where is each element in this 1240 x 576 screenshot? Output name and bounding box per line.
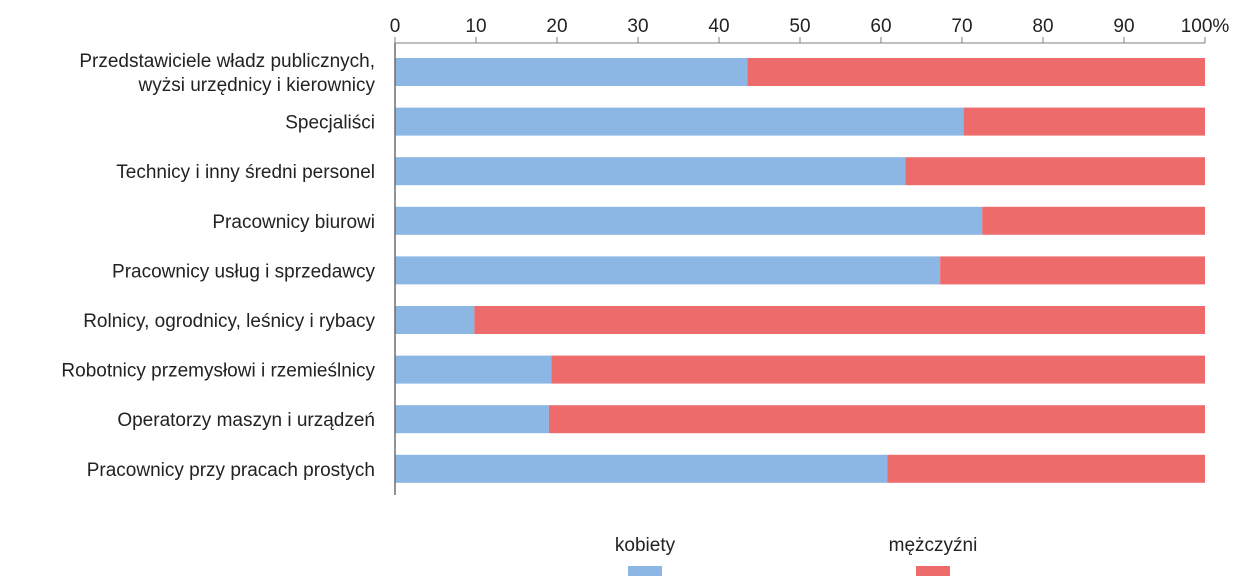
x-tick-label-1: 10 bbox=[465, 16, 486, 37]
bar-kobiety-1 bbox=[395, 107, 964, 136]
category-label-6: Robotnicy przemysłowi i rzemieślnicy bbox=[61, 361, 375, 382]
bar-kobiety-4 bbox=[395, 256, 941, 285]
bars-layer bbox=[395, 58, 1205, 483]
category-label-line: wyżsi urzędnicy i kierownicy bbox=[137, 75, 375, 96]
category-label-8: Pracownicy przy pracach prostych bbox=[87, 460, 375, 481]
bar-kobiety-5 bbox=[395, 306, 475, 334]
bar-kobiety-7 bbox=[395, 405, 549, 434]
x-tick-label-0: 0 bbox=[390, 16, 401, 37]
bar-mezczyzni-5 bbox=[474, 306, 1205, 334]
x-tick-label-3: 30 bbox=[627, 16, 648, 37]
x-tick-label-2: 20 bbox=[546, 16, 567, 37]
x-tick-label-7: 70 bbox=[951, 16, 972, 37]
category-label-1: Specjaliści bbox=[285, 113, 375, 134]
legend-label-0: kobiety bbox=[615, 535, 676, 556]
bar-kobiety-0 bbox=[395, 58, 748, 86]
legend-swatch-0 bbox=[628, 566, 662, 576]
bar-mezczyzni-7 bbox=[548, 405, 1205, 434]
x-tick-label-10: 100% bbox=[1181, 16, 1230, 37]
bar-kobiety-2 bbox=[395, 157, 906, 186]
category-label-3: Pracownicy biurowi bbox=[212, 212, 375, 233]
category-label-5: Rolnicy, ogrodnicy, leśnicy i rybacy bbox=[83, 311, 375, 332]
bar-kobiety-3 bbox=[395, 206, 983, 235]
bar-kobiety-6 bbox=[395, 355, 552, 384]
x-axis: 0 10 20 30 40 50 60 70 80 90 100% bbox=[390, 16, 1230, 495]
category-label-line: Specjaliści bbox=[285, 113, 375, 134]
legend-label-1: mężczyźni bbox=[889, 535, 978, 556]
bar-mezczyzni-8 bbox=[887, 454, 1205, 483]
bar-mezczyzni-2 bbox=[905, 157, 1205, 186]
category-label-line: Technicy i inny średni personel bbox=[116, 162, 375, 183]
bar-mezczyzni-3 bbox=[982, 206, 1205, 235]
x-tick-label-4: 40 bbox=[708, 16, 729, 37]
bar-mezczyzni-0 bbox=[747, 58, 1205, 86]
x-tick-label-8: 80 bbox=[1032, 16, 1053, 37]
legend-swatch-1 bbox=[916, 566, 950, 576]
category-label-line: Pracownicy usług i sprzedawcy bbox=[112, 261, 375, 282]
category-label-line: Rolnicy, ogrodnicy, leśnicy i rybacy bbox=[83, 311, 375, 332]
bar-mezczyzni-1 bbox=[963, 107, 1205, 136]
x-tick-label-5: 50 bbox=[789, 16, 810, 37]
category-labels: Przedstawiciele władz publicznych, wyżsi … bbox=[61, 51, 375, 481]
legend: kobiety mężczyźni bbox=[615, 535, 977, 576]
category-label-line: Przedstawiciele władz publicznych, bbox=[79, 51, 375, 72]
category-label-7: Operatorzy maszyn i urządzeń bbox=[117, 410, 375, 431]
category-label-line: Pracownicy przy pracach prostych bbox=[87, 460, 375, 481]
category-label-2: Technicy i inny średni personel bbox=[116, 162, 375, 183]
x-tick-label-6: 60 bbox=[870, 16, 891, 37]
category-label-0: Przedstawiciele władz publicznych, wyżsi … bbox=[79, 51, 375, 96]
category-label-line: Operatorzy maszyn i urządzeń bbox=[117, 410, 375, 431]
bar-kobiety-8 bbox=[395, 454, 888, 483]
bar-mezczyzni-4 bbox=[940, 256, 1205, 285]
category-label-line: Pracownicy biurowi bbox=[212, 212, 375, 233]
category-label-4: Pracownicy usług i sprzedawcy bbox=[112, 261, 375, 282]
bar-mezczyzni-6 bbox=[551, 355, 1205, 384]
x-tick-label-9: 90 bbox=[1113, 16, 1134, 37]
category-label-line: Robotnicy przemysłowi i rzemieślnicy bbox=[61, 361, 375, 382]
